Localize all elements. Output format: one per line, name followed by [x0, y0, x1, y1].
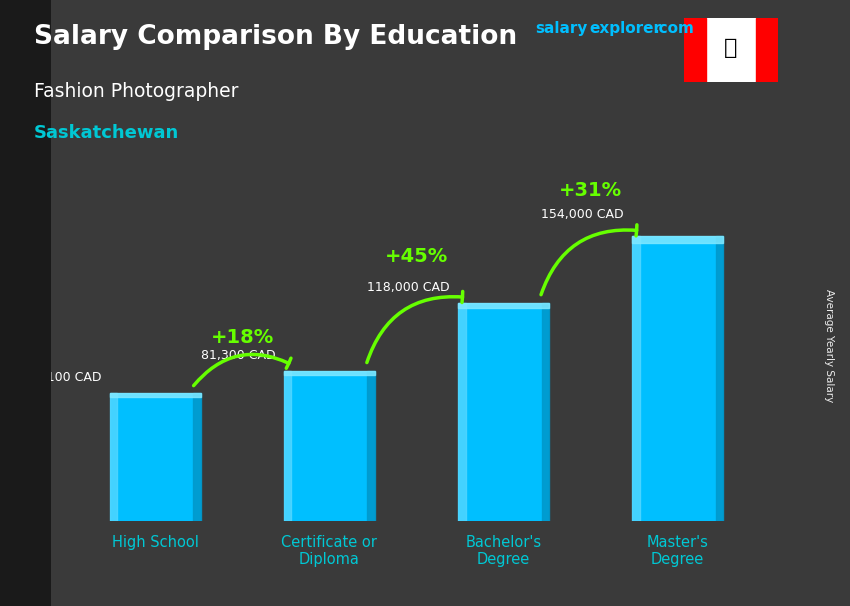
Text: 81,300 CAD: 81,300 CAD: [201, 348, 275, 362]
Text: 69,100 CAD: 69,100 CAD: [27, 371, 101, 384]
Text: 🍁: 🍁: [724, 38, 738, 58]
Bar: [541, 303, 549, 521]
Bar: [110, 393, 201, 521]
Bar: [367, 371, 375, 521]
Text: +31%: +31%: [559, 181, 622, 199]
Bar: [632, 236, 723, 521]
Bar: [458, 303, 466, 521]
Bar: [632, 236, 723, 244]
Text: .com: .com: [654, 21, 694, 36]
Text: +18%: +18%: [211, 328, 274, 347]
Text: Salary Comparison By Education: Salary Comparison By Education: [34, 24, 517, 50]
Bar: [756, 18, 778, 82]
Bar: [284, 371, 292, 521]
Bar: [110, 393, 201, 396]
Bar: [284, 371, 375, 521]
Bar: [458, 303, 549, 308]
Text: 118,000 CAD: 118,000 CAD: [367, 281, 450, 294]
Bar: [632, 236, 640, 521]
Bar: [193, 393, 201, 521]
Text: Fashion Photographer: Fashion Photographer: [34, 82, 239, 101]
Text: salary: salary: [536, 21, 588, 36]
Bar: [684, 18, 706, 82]
Bar: [110, 393, 117, 521]
Text: explorer: explorer: [589, 21, 661, 36]
Bar: [284, 371, 375, 375]
Bar: [716, 236, 723, 521]
Text: 154,000 CAD: 154,000 CAD: [541, 208, 624, 221]
Bar: [458, 303, 549, 521]
Text: +45%: +45%: [385, 247, 448, 266]
Text: Saskatchewan: Saskatchewan: [34, 124, 179, 142]
Text: Average Yearly Salary: Average Yearly Salary: [824, 289, 834, 402]
